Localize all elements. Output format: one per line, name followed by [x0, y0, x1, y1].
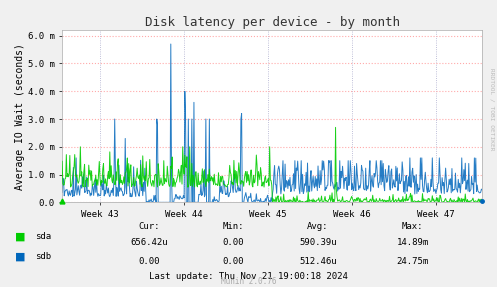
Text: Munin 2.0.76: Munin 2.0.76	[221, 277, 276, 286]
Text: 656.42u: 656.42u	[130, 238, 168, 247]
Text: Last update: Thu Nov 21 19:00:18 2024: Last update: Thu Nov 21 19:00:18 2024	[149, 272, 348, 282]
Text: 0.00: 0.00	[223, 238, 245, 247]
Text: 24.75m: 24.75m	[397, 257, 428, 266]
Text: Min:: Min:	[223, 222, 245, 231]
Text: 590.39u: 590.39u	[299, 238, 337, 247]
Text: ■: ■	[15, 252, 25, 262]
Text: ■: ■	[15, 232, 25, 242]
Text: sdb: sdb	[35, 252, 51, 261]
Title: Disk latency per device - by month: Disk latency per device - by month	[145, 16, 400, 29]
Text: Cur:: Cur:	[138, 222, 160, 231]
Text: Avg:: Avg:	[307, 222, 329, 231]
Text: 512.46u: 512.46u	[299, 257, 337, 266]
Text: Max:: Max:	[402, 222, 423, 231]
Text: 0.00: 0.00	[138, 257, 160, 266]
Text: RRDTOOL / TOBI OETIKER: RRDTOOL / TOBI OETIKER	[490, 68, 495, 150]
Text: 14.89m: 14.89m	[397, 238, 428, 247]
Text: 0.00: 0.00	[223, 257, 245, 266]
Y-axis label: Average IO Wait (seconds): Average IO Wait (seconds)	[15, 43, 25, 190]
Text: sda: sda	[35, 232, 51, 241]
